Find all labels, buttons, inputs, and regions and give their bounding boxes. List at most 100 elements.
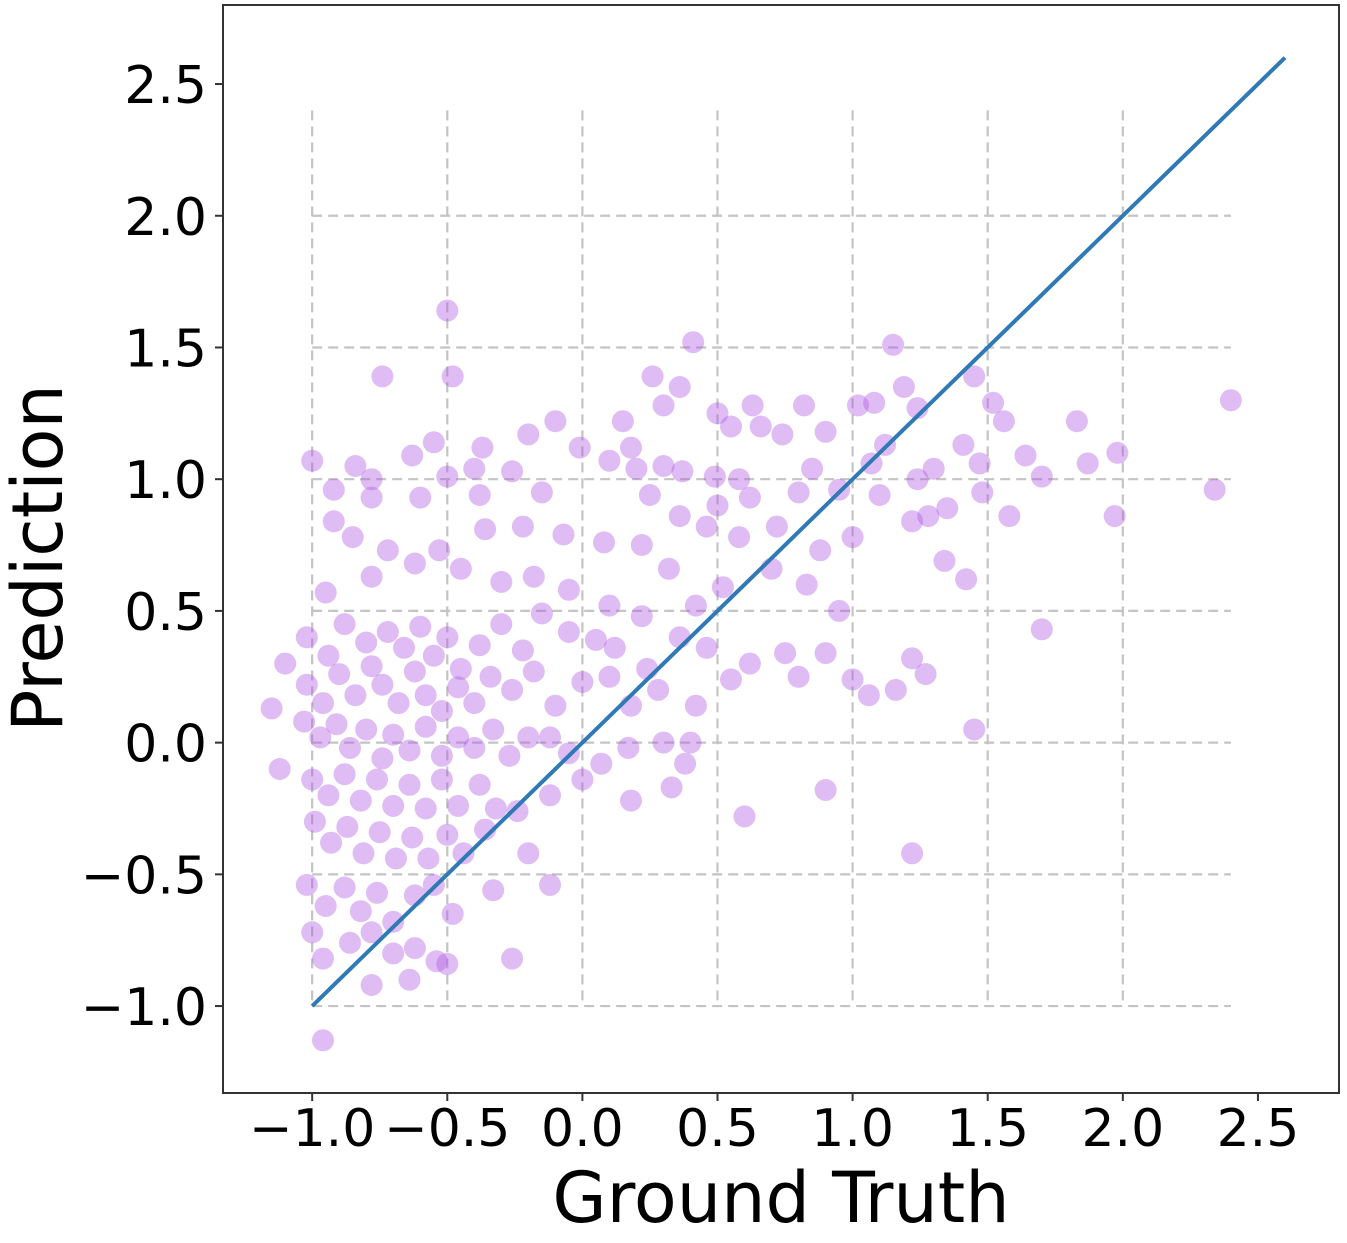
- y-tick-labels: −1.0 −0.5 0.0 0.5 1.0 1.5 2.0 2.5: [81, 56, 223, 1038]
- scatter-point: [684, 594, 707, 617]
- scatter-point: [449, 657, 472, 680]
- scatter-point: [557, 578, 580, 601]
- scatter-point: [414, 684, 437, 707]
- scatter-point: [479, 665, 502, 688]
- scatter-point: [933, 549, 956, 572]
- scatter-point: [436, 952, 459, 975]
- scatter-point: [706, 494, 729, 517]
- scatter-point: [401, 444, 424, 467]
- scatter-point: [620, 436, 642, 459]
- scatter-point: [955, 568, 978, 591]
- scatter-point: [684, 694, 707, 717]
- scatter-point: [857, 684, 880, 707]
- scatter-point: [447, 794, 470, 817]
- scatter-point: [387, 692, 410, 715]
- scatter-point: [301, 921, 324, 944]
- scatter-point: [814, 642, 837, 665]
- scatter-point: [787, 481, 810, 504]
- scatter-point: [652, 731, 675, 754]
- scatter-point: [771, 423, 794, 446]
- scatter-point: [982, 391, 1005, 414]
- scatter-point: [630, 605, 653, 628]
- scatter-point: [728, 468, 751, 491]
- scatter-point: [501, 678, 524, 701]
- scatter-point: [652, 455, 675, 477]
- scatter-point: [568, 436, 591, 459]
- scatter-point: [309, 726, 332, 749]
- scatter-point: [674, 752, 697, 775]
- x-tick-label: 0.5: [676, 1099, 759, 1159]
- scatter-point: [668, 376, 691, 398]
- scatter-point: [322, 510, 345, 533]
- scatter-point: [517, 726, 540, 749]
- scatter-point: [328, 663, 351, 686]
- scatter-point: [260, 697, 283, 720]
- scatter-point: [371, 365, 394, 388]
- scatter-point: [441, 365, 464, 388]
- scatter-point: [641, 365, 664, 388]
- scatter-point: [738, 486, 761, 509]
- scatter-point: [787, 665, 810, 688]
- scatter-point: [922, 457, 945, 480]
- scatter-point: [882, 333, 905, 356]
- scatter-point: [312, 947, 334, 970]
- scatter-point: [892, 376, 915, 398]
- x-axis-label: Ground Truth: [552, 1157, 1009, 1239]
- scatter-point: [517, 842, 540, 865]
- scatter-point: [557, 621, 580, 643]
- scatter-point: [1203, 478, 1226, 501]
- scatter-point: [371, 673, 394, 696]
- identity-line: [310, 56, 1287, 1008]
- scatter-point: [320, 831, 343, 854]
- x-tick-label: 0.0: [541, 1099, 624, 1159]
- scatter-point: [728, 526, 751, 549]
- scatter-point: [322, 478, 345, 501]
- scatter-point: [814, 779, 837, 801]
- scatter-point: [295, 626, 318, 649]
- scatter-point: [333, 876, 356, 899]
- scatter-point: [682, 331, 705, 354]
- scatter-point: [657, 557, 680, 580]
- scatter-point: [630, 534, 653, 556]
- scatter-point: [366, 881, 388, 904]
- scatter-point: [360, 921, 383, 944]
- scatter-point: [1106, 441, 1129, 464]
- scatter-point: [636, 657, 659, 680]
- x-tick-labels: −1.0 −0.5 0.0 0.5 1.0 1.5 2.0 2.5: [249, 1093, 1299, 1159]
- scatter-point: [638, 484, 661, 506]
- scatter-point: [349, 789, 372, 812]
- y-tick-label: 2.5: [124, 56, 207, 116]
- scatter-point: [339, 736, 361, 759]
- scatter-point: [868, 484, 891, 506]
- scatter-point: [393, 636, 415, 659]
- scatter-point: [401, 826, 424, 849]
- scatter-point: [463, 736, 486, 759]
- x-tick-label: 2.0: [1081, 1099, 1164, 1159]
- scatter-point: [992, 410, 1015, 433]
- scatter-point: [436, 465, 459, 488]
- scatter-point: [884, 678, 907, 701]
- scatter-point: [963, 718, 986, 741]
- scatter-point: [414, 715, 437, 738]
- scatter-point: [368, 821, 391, 844]
- scatter-point: [314, 895, 337, 917]
- scatter-point: [398, 739, 421, 762]
- scatter-point: [517, 423, 540, 446]
- scatter-point: [584, 628, 607, 651]
- scatter-point: [268, 758, 291, 780]
- scatter-point: [417, 847, 440, 870]
- scatter-point: [344, 455, 367, 477]
- scatter-point: [447, 676, 470, 699]
- scatter-point: [841, 526, 864, 549]
- y-tick-label: 0.0: [124, 715, 207, 775]
- scatter-point: [468, 773, 491, 796]
- scatter-point: [317, 784, 340, 807]
- scatter-point: [474, 518, 497, 541]
- scatter-point: [303, 810, 326, 833]
- scatter-point: [339, 931, 361, 954]
- scatter-point: [711, 576, 734, 599]
- scatter-point: [490, 613, 513, 636]
- y-tick-label: 1.5: [124, 319, 207, 379]
- scatter-point: [422, 644, 445, 667]
- scatter-point: [430, 768, 453, 791]
